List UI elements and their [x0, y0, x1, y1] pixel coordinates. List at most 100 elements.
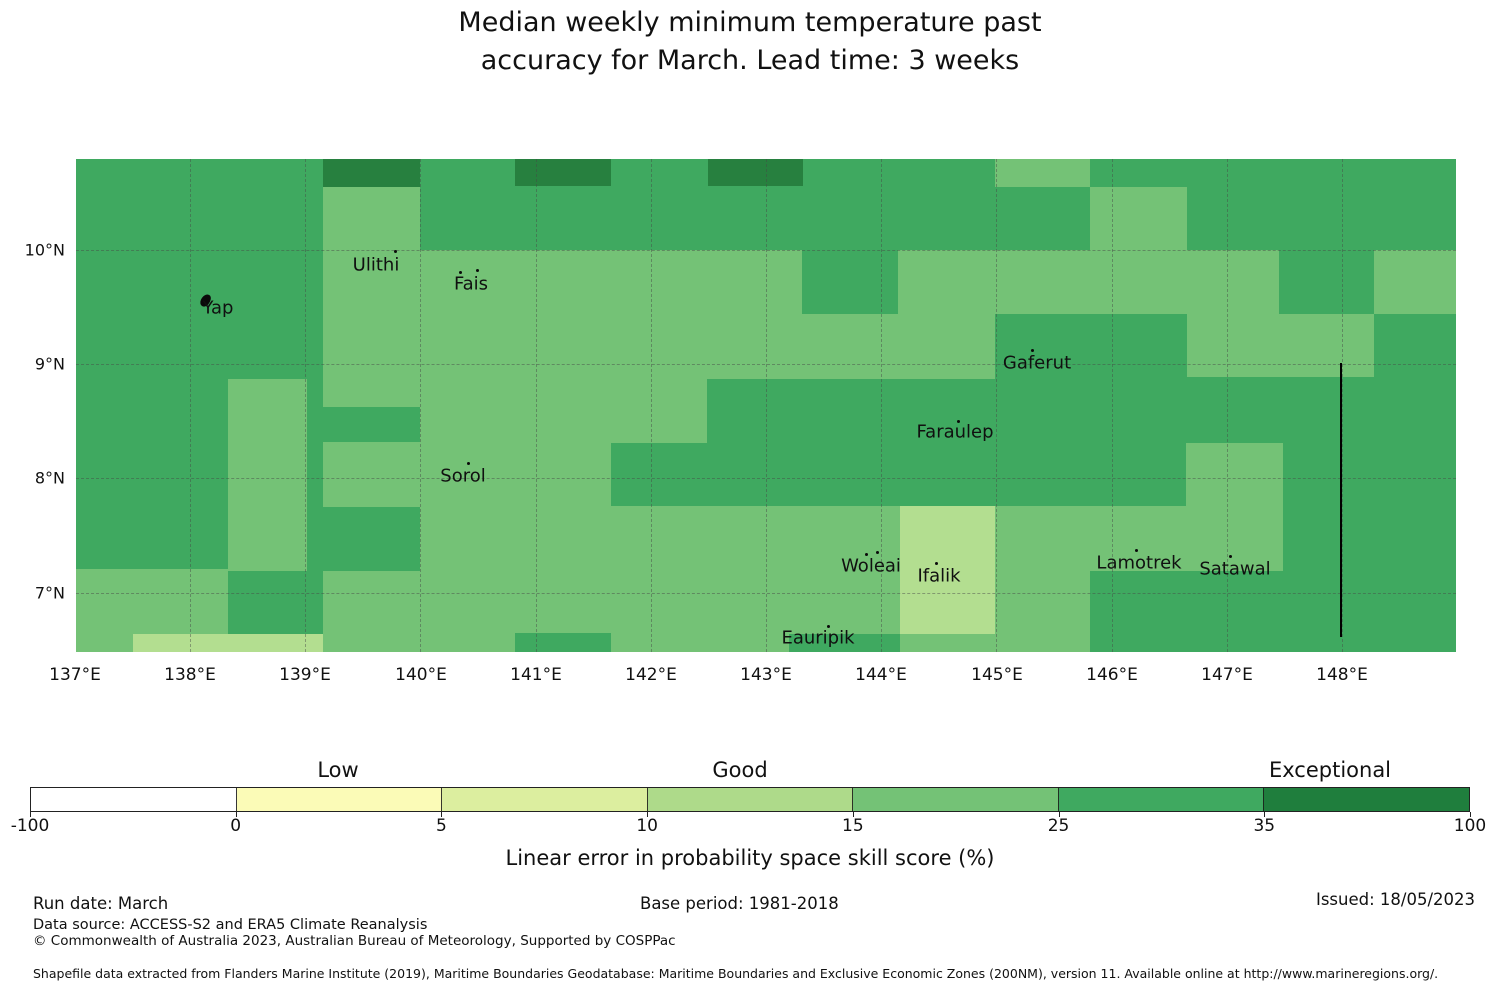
issued-date-text: Issued: 18/05/2023	[1315, 890, 1475, 909]
island-marker	[865, 553, 868, 556]
colorbar-segment	[31, 788, 237, 811]
island-label: Satawal	[1199, 558, 1271, 580]
meridian-gridline	[420, 159, 421, 652]
colorbar-tick-mark	[1470, 812, 1471, 817]
meridian-gridline	[651, 159, 652, 652]
meridian-gridline	[536, 159, 537, 652]
island-label: Ifalik	[917, 565, 961, 587]
island-label: Faraulep	[916, 421, 994, 443]
island-label: Fais	[453, 273, 489, 295]
grid-cell	[1090, 187, 1187, 250]
grid-cell	[611, 250, 707, 443]
parallel-gridline	[76, 250, 1456, 251]
colorbar-tick-label: 15	[842, 816, 864, 836]
meridian-gridline	[1227, 159, 1228, 652]
grid-cell	[900, 506, 995, 634]
grid-cell	[515, 159, 611, 186]
grid-cell	[708, 159, 803, 186]
colorbar-tick-label: 5	[436, 816, 447, 836]
colorbar-tick-mark	[1264, 812, 1266, 817]
island-marker	[467, 462, 470, 465]
island-marker	[957, 420, 960, 423]
x-tick-label: 137°E	[49, 665, 101, 685]
island-label: Eauripik	[781, 627, 855, 649]
island-marker	[1135, 549, 1138, 552]
grid-cell	[707, 634, 789, 652]
shapefile-note-text: Shapefile data extracted from Flanders M…	[33, 966, 1439, 981]
chart-title-line1: Median weekly minimum temperature past	[458, 7, 1042, 38]
grid-cell	[323, 571, 420, 652]
colorbar-tick-mark	[441, 812, 443, 817]
grid-cell	[323, 442, 420, 507]
colorbar-segment	[236, 788, 443, 811]
x-tick-label: 141°E	[510, 665, 562, 685]
meridian-gridline	[305, 159, 306, 652]
base-period-text: Base period: 1981-2018	[640, 894, 839, 913]
grid-cell	[76, 569, 228, 634]
colorbar-tick-label: -100	[10, 816, 50, 836]
island-marker	[476, 269, 479, 272]
grid-cell	[1374, 250, 1456, 314]
grid-cell	[133, 634, 323, 652]
island-marker	[394, 250, 397, 253]
grid-cell	[995, 250, 1279, 314]
colorbar-tick-label: 100	[1453, 816, 1487, 836]
x-tick-label: 144°E	[855, 665, 907, 685]
colorbar-tick-label: 35	[1253, 816, 1276, 836]
map-plot-area: Yap Ulithi Fais Sorol Gaferut Faraulep Woleai I…	[76, 159, 1456, 652]
grid-cell	[898, 250, 995, 314]
data-source-text: Data source: ACCESS-S2 and ERA5 Climate …	[33, 917, 428, 933]
grid-cell	[1186, 443, 1283, 506]
x-tick-label: 147°E	[1201, 665, 1253, 685]
colorbar-segment	[1264, 788, 1470, 811]
island-label: Sorol	[440, 465, 486, 487]
colorbar-segment	[853, 788, 1059, 811]
colorbar-band-label: Low	[317, 758, 359, 782]
grid-cell	[995, 506, 1090, 652]
y-tick-label: 10°N	[24, 240, 65, 260]
colorbar-segment	[1058, 788, 1265, 811]
grid-cell	[420, 250, 611, 633]
grid-cell	[995, 159, 1090, 187]
grid-cell	[323, 159, 420, 187]
grid-cell	[228, 379, 307, 571]
grid-cell	[707, 506, 900, 634]
island-marker	[1031, 349, 1034, 352]
x-tick-label: 139°E	[279, 665, 331, 685]
island-label: Woleai	[841, 555, 901, 577]
parallel-gridline	[76, 593, 1456, 594]
colorbar-axis-label: Linear error in probability space skill …	[505, 846, 995, 870]
meridian-gridline	[996, 159, 997, 652]
island-marker	[935, 562, 938, 565]
island-label: Gaferut	[1002, 352, 1072, 374]
x-tick-label: 142°E	[625, 665, 677, 685]
x-tick-label: 146°E	[1086, 665, 1138, 685]
island-marker	[459, 271, 462, 274]
grid-cell	[1187, 314, 1374, 377]
y-tick-label: 8°N	[34, 468, 65, 488]
meridian-gridline	[1112, 159, 1113, 652]
colorbar-tick-label: 25	[1047, 816, 1070, 836]
colorbar-band-label: Good	[712, 758, 768, 782]
colorbar-segment	[442, 788, 648, 811]
grid-cell	[900, 634, 995, 652]
x-tick-label: 143°E	[740, 665, 792, 685]
island-label: Yap	[202, 297, 234, 319]
island-marker	[876, 551, 879, 554]
colorbar-tick-mark	[647, 812, 649, 817]
run-date-text: Run date: March	[33, 894, 169, 913]
copyright-text: © Commonwealth of Australia 2023, Austra…	[33, 933, 676, 949]
y-tick-label: 7°N	[34, 583, 65, 603]
chart-title: Median weekly minimum temperature past a…	[0, 4, 1500, 80]
parallel-gridline	[76, 364, 1456, 365]
colorbar-tick-mark	[235, 812, 237, 817]
colorbar-tick-label: 0	[230, 816, 242, 836]
chart-title-line2: accuracy for March. Lead time: 3 weeks	[480, 45, 1020, 76]
colorbar-tick-mark	[852, 812, 854, 817]
x-tick-label: 145°E	[971, 665, 1023, 685]
island-label: Lamotrek	[1096, 552, 1182, 574]
colorbar-tick-mark	[1058, 812, 1060, 817]
grid-cell	[707, 250, 802, 314]
x-tick-label: 148°E	[1316, 665, 1368, 685]
